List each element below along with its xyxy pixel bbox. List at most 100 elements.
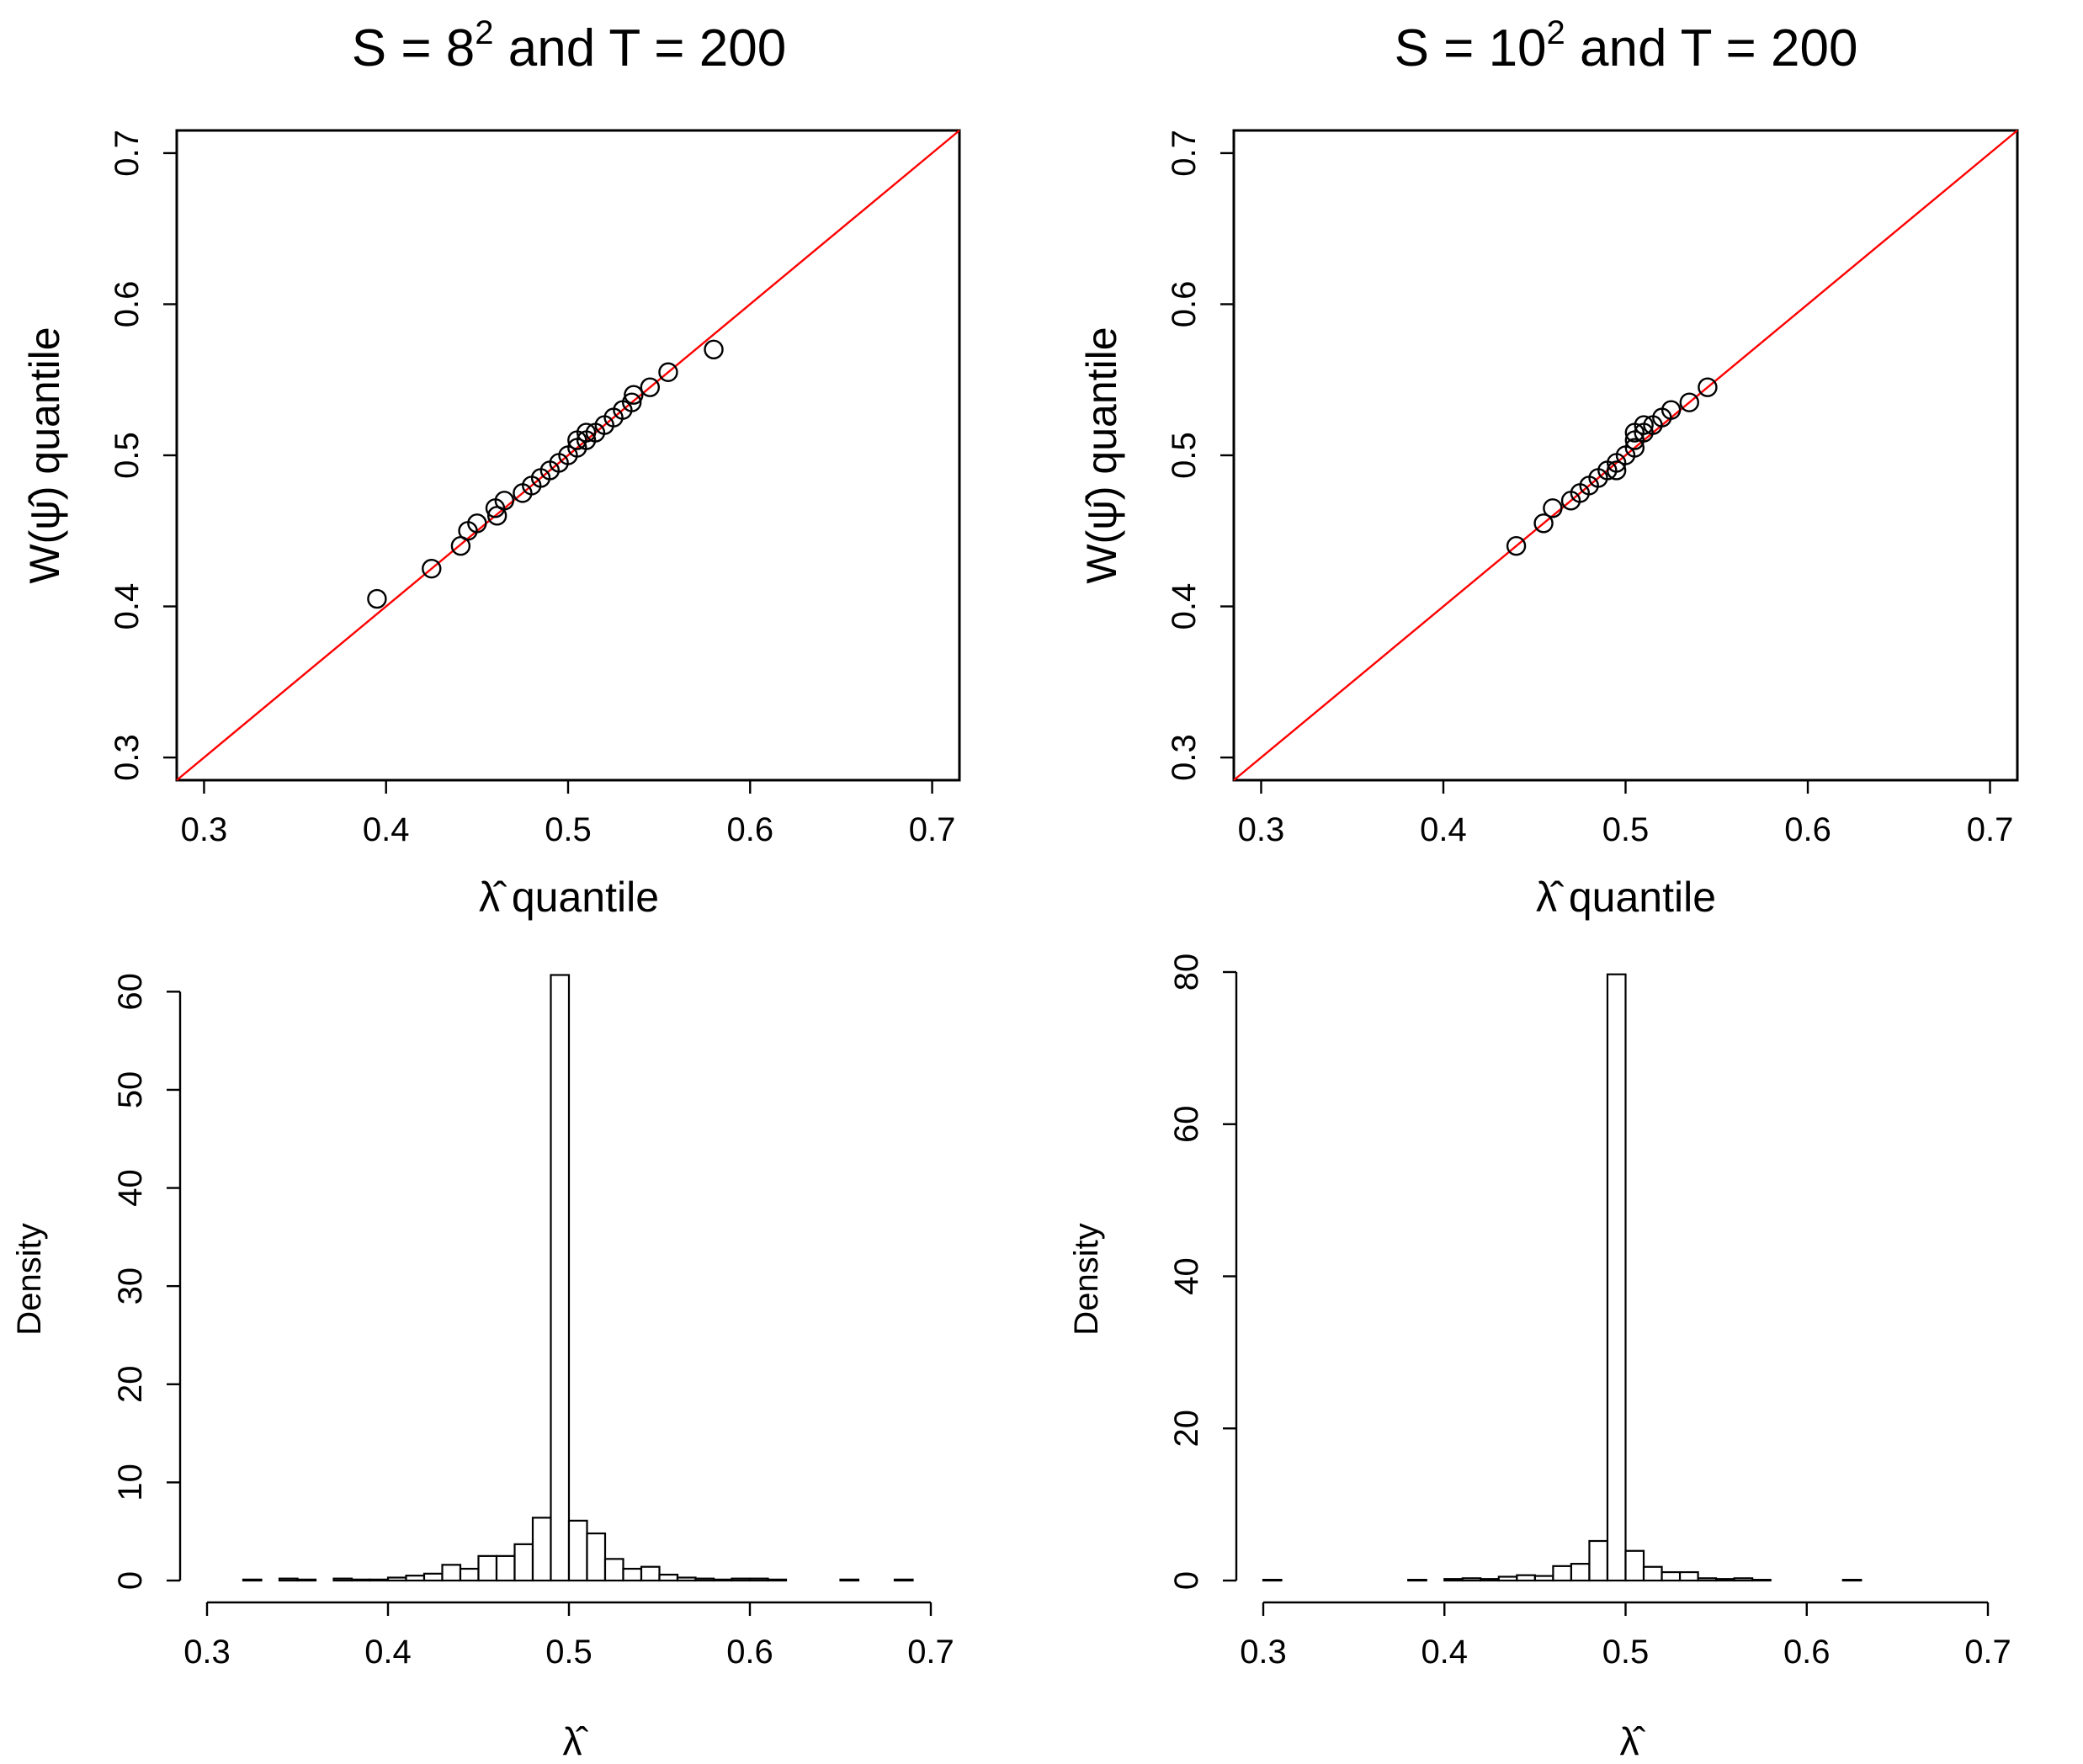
y-tick-label: 0 xyxy=(1168,1571,1205,1590)
chart-title: S = 82 and T = 200 xyxy=(352,14,786,77)
y-tick-label: 0.4 xyxy=(1166,583,1203,630)
histogram-bar xyxy=(296,1578,317,1582)
histogram-bar xyxy=(531,1517,552,1582)
histogram-bar xyxy=(640,1565,661,1582)
data-point xyxy=(624,385,644,405)
x-axis: 0.3 0.4 0.5 0.6 0.7 xyxy=(1238,780,2013,848)
histogram-bar xyxy=(567,1519,588,1582)
data-point xyxy=(1533,513,1554,534)
y-tick-label: 0 xyxy=(112,1571,149,1590)
y-tick-label: 40 xyxy=(112,1169,149,1207)
y-tick-label: 0.4 xyxy=(109,583,146,630)
y-tick-label: 40 xyxy=(1168,1257,1205,1295)
y-tick-label: 0.7 xyxy=(109,130,146,177)
histogram-bar xyxy=(731,1577,752,1582)
histogram-bar xyxy=(1552,1565,1573,1582)
histogram-bar xyxy=(1533,1575,1554,1582)
data-point xyxy=(422,558,442,579)
title-base: S = 10 xyxy=(1395,19,1547,77)
x-tick-label: 0.5 xyxy=(545,811,592,848)
histogram-bar xyxy=(422,1572,444,1582)
y-axis-label: Density xyxy=(1068,1223,1105,1335)
x-tick-label: 0.5 xyxy=(1602,1634,1650,1671)
histogram-bar xyxy=(405,1575,426,1582)
histogram-bar xyxy=(1262,1578,1283,1582)
data-point xyxy=(467,513,487,534)
histogram-bar xyxy=(748,1577,769,1582)
x-tick-label: 0.5 xyxy=(545,1634,592,1671)
data-point xyxy=(367,588,387,609)
x-tick-label: 0.6 xyxy=(726,1634,773,1671)
y-tick-label: 0.5 xyxy=(1166,432,1203,479)
x-tick-label: 0.6 xyxy=(1784,811,1831,848)
x-tick-label: 0.3 xyxy=(1238,811,1285,848)
title-rest: and T = 200 xyxy=(1565,19,1858,77)
histogram-bar xyxy=(242,1578,263,1582)
histogram-bar xyxy=(622,1567,643,1582)
histogram-bar xyxy=(1606,973,1627,1582)
y-tick-label: 0.3 xyxy=(109,734,146,781)
histogram-bar xyxy=(386,1576,407,1582)
x-tick-label: 0.4 xyxy=(363,811,410,848)
histogram-bar xyxy=(1661,1570,1682,1582)
histogram-bar xyxy=(694,1577,715,1582)
histogram-bar xyxy=(676,1576,697,1582)
y-tick-label: 20 xyxy=(1168,1410,1205,1448)
x-axis: 0.3 0.4 0.5 0.6 0.7 xyxy=(1240,1601,2011,1671)
data-point xyxy=(658,362,678,382)
y-axis-label: Density xyxy=(11,1223,48,1335)
x-tick-label: 0.4 xyxy=(1421,1634,1468,1671)
y-tick-label: 80 xyxy=(1168,954,1205,991)
histogram-bar xyxy=(893,1578,914,1582)
title-rest: and T = 200 xyxy=(494,19,787,77)
histogram-bar xyxy=(767,1578,788,1582)
histogram-bar xyxy=(1733,1577,1754,1582)
histogram-bar xyxy=(1624,1549,1645,1582)
y-tick-label: 50 xyxy=(112,1071,149,1109)
data-point xyxy=(621,392,642,412)
x-tick-label: 0.4 xyxy=(364,1634,412,1671)
x-tick-label: 0.5 xyxy=(1602,811,1650,848)
histogram-bar xyxy=(1841,1578,1862,1582)
y-tick-label: 0.6 xyxy=(1166,281,1203,328)
y-axis-label: W(ψ̂) quantile xyxy=(21,327,68,583)
histogram-bar xyxy=(586,1532,607,1582)
reference-line xyxy=(176,130,960,781)
histogram-bar xyxy=(369,1578,390,1582)
data-point xyxy=(494,491,515,511)
histogram-bar xyxy=(1751,1578,1772,1582)
data-point xyxy=(1679,392,1699,412)
marks-layer xyxy=(242,974,914,1582)
histogram-bar xyxy=(1588,1539,1609,1582)
data-point xyxy=(1624,438,1645,458)
chart-title: S = 102 and T = 200 xyxy=(1395,14,1858,77)
y-tick-label: 0.3 xyxy=(1166,734,1203,781)
histogram-bar xyxy=(1570,1563,1591,1582)
histogram-bar xyxy=(350,1578,371,1582)
histogram-bar xyxy=(459,1567,480,1582)
y-tick-label: 10 xyxy=(112,1464,149,1501)
data-point xyxy=(576,422,597,443)
y-axis-label: W(ψ̂) quantile xyxy=(1078,327,1125,583)
title-superscript: 2 xyxy=(1547,14,1565,51)
data-point xyxy=(1506,536,1527,556)
histogram-bar xyxy=(1480,1578,1500,1582)
marks-layer xyxy=(176,130,960,781)
histogram-bar xyxy=(839,1578,860,1582)
histogram-bar xyxy=(278,1577,299,1582)
title-base: S = 8 xyxy=(352,19,476,77)
y-tick-label: 30 xyxy=(112,1267,149,1305)
y-tick-label: 60 xyxy=(1168,1106,1205,1144)
x-tick-label: 0.3 xyxy=(181,811,228,848)
data-point xyxy=(640,377,661,397)
x-tick-label: 0.3 xyxy=(183,1634,231,1671)
histogram-bar xyxy=(1715,1578,1735,1582)
data-point xyxy=(704,339,724,360)
histogram-bar xyxy=(1407,1578,1427,1582)
y-tick-label: 0.7 xyxy=(1166,130,1203,177)
y-axis: 0 10 20 30 40 50 60 xyxy=(112,973,182,1590)
histogram-bar xyxy=(658,1573,679,1582)
